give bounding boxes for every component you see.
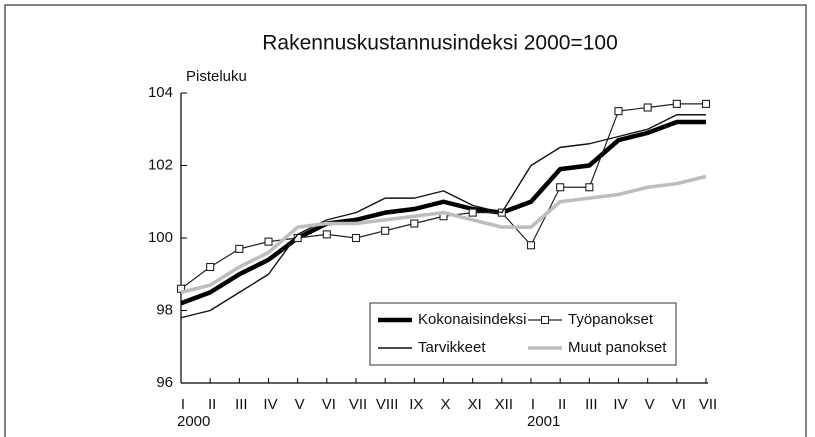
y-tick-label: 104: [148, 84, 173, 101]
y-tick-label: 98: [156, 301, 173, 318]
series-line: [180, 114, 706, 319]
x-tick-label: VI: [672, 396, 686, 413]
x-tick-label: X: [440, 396, 450, 413]
x-tick-label: II: [208, 396, 216, 413]
y-tick-label: 102: [148, 156, 173, 173]
series-marker: [526, 241, 536, 250]
series-marker: [585, 183, 594, 192]
y-tick-label: 96: [156, 374, 173, 391]
series-marker: [264, 237, 273, 246]
year-label: 2000: [177, 413, 210, 430]
y-tick-label: 100: [148, 229, 173, 246]
series-marker: [235, 244, 244, 253]
x-tick-label: VII: [699, 396, 717, 413]
legend-marker: [541, 316, 549, 324]
series-line: [180, 103, 706, 290]
series-marker: [351, 233, 361, 243]
legend-label: Tarvikkeet: [418, 339, 486, 356]
series-marker: [701, 99, 711, 108]
x-tick-label: V: [295, 396, 305, 413]
series-marker: [206, 262, 215, 272]
series-marker: [556, 183, 565, 192]
x-tick-label: III: [235, 396, 248, 413]
frame: [4, 4, 807, 437]
series-marker: [410, 219, 419, 228]
x-tick-label: II: [558, 396, 566, 413]
legend-label: Muut panokset: [568, 339, 667, 356]
x-tick-label: VIII: [376, 396, 399, 413]
series-marker: [614, 107, 623, 116]
x-tick-label: I: [181, 396, 185, 413]
x-tick-label: VII: [349, 396, 367, 413]
legend-box: [369, 302, 677, 366]
x-tick-label: V: [645, 396, 655, 413]
series-marker: [322, 230, 331, 239]
x-tick-label: IV: [613, 396, 627, 413]
x-tick-label: IV: [263, 396, 277, 413]
series-line: [180, 174, 707, 295]
series-marker: [381, 226, 390, 235]
x-tick-label: III: [585, 396, 598, 413]
y-axis-label: Pisteluku: [186, 68, 247, 85]
chart-title: Rakennuskustannusindeksi 2000=100: [262, 32, 618, 55]
year-label: 2001: [527, 413, 560, 430]
series-marker: [468, 208, 477, 217]
legend-label: Kokonaisindeksi: [418, 311, 526, 328]
x-tick-label: IX: [409, 396, 423, 413]
series-line: [180, 119, 706, 306]
x-tick-label: XII: [495, 396, 513, 413]
x-tick-label: XI: [468, 396, 482, 413]
legend-label: Työpanokset: [568, 311, 654, 328]
x-tick-label: VI: [322, 396, 336, 413]
series-marker: [672, 99, 681, 108]
series-marker: [643, 103, 652, 112]
x-tick-label: I: [531, 396, 535, 413]
